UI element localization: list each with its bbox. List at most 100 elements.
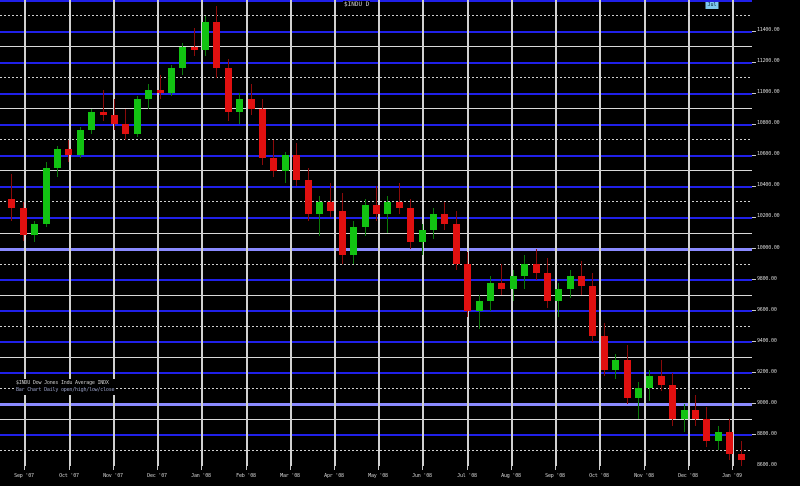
candle[interactable]: [577, 0, 585, 466]
candle[interactable]: [429, 0, 437, 466]
x-axis-tick-label: Sep '07: [14, 473, 34, 479]
y-axis-tick: [752, 434, 756, 435]
gridline-v: [157, 0, 159, 466]
y-axis-tick: [752, 372, 756, 373]
candle[interactable]: [543, 0, 551, 466]
y-axis-tick-label: 10400.00: [757, 182, 780, 189]
candle[interactable]: [326, 0, 334, 466]
candle-body: [76, 130, 84, 156]
candle[interactable]: [258, 0, 266, 466]
candle[interactable]: [395, 0, 403, 466]
candle[interactable]: [588, 0, 596, 466]
candle[interactable]: [178, 0, 186, 466]
price-plot-area[interactable]: [0, 0, 752, 466]
candle-body: [543, 273, 551, 302]
gridline-h: [0, 15, 752, 16]
x-axis[interactable]: Sep '07 Oct '07 Nov '07 Dec '07 Jan '08 Feb '…: [0, 466, 800, 486]
candle[interactable]: [19, 0, 27, 466]
x-axis-tick-label: Jan '08: [191, 473, 211, 479]
candle[interactable]: [30, 0, 38, 466]
y-axis-tick-label: 8600.00: [757, 462, 777, 468]
x-axis-tick: [334, 466, 335, 470]
candle[interactable]: [406, 0, 414, 466]
candle[interactable]: [645, 0, 653, 466]
gridline-v: [246, 0, 248, 466]
candle[interactable]: [7, 0, 15, 466]
x-axis-tick-label: Oct '07: [59, 473, 79, 479]
candle[interactable]: [532, 0, 540, 466]
candle-body: [418, 229, 426, 243]
y-axis-tick-label: 10800.00: [757, 120, 780, 127]
y-axis-tick-label: 9200.00: [757, 368, 777, 375]
candle[interactable]: [349, 0, 357, 466]
candle[interactable]: [315, 0, 323, 466]
candle[interactable]: [623, 0, 631, 466]
candle[interactable]: [657, 0, 665, 466]
candle[interactable]: [281, 0, 289, 466]
candle[interactable]: [566, 0, 574, 466]
candle[interactable]: [702, 0, 710, 466]
candle[interactable]: [634, 0, 642, 466]
candle[interactable]: [87, 0, 95, 466]
candle[interactable]: [110, 0, 118, 466]
candle[interactable]: [440, 0, 448, 466]
candle-body: [395, 201, 403, 209]
candle[interactable]: [53, 0, 61, 466]
candle[interactable]: [497, 0, 505, 466]
candle[interactable]: [235, 0, 243, 466]
gridline-v: [644, 0, 646, 466]
x-axis-last-marker: Jul: [705, 2, 719, 9]
candle-body: [304, 180, 312, 215]
y-axis[interactable]: 11400.00 11200.00 11000.00 10800.00 10600.00…: [752, 0, 800, 468]
gridline-v: [69, 0, 71, 466]
candle[interactable]: [509, 0, 517, 466]
candle[interactable]: [212, 0, 220, 466]
candle[interactable]: [452, 0, 460, 466]
candle[interactable]: [42, 0, 50, 466]
y-axis-tick-label: 11000.00: [757, 89, 780, 96]
y-axis-tick: [752, 248, 756, 249]
candle[interactable]: [691, 0, 699, 466]
y-axis-tick-label: 10600.00: [757, 151, 780, 158]
candle[interactable]: [372, 0, 380, 466]
candle-body: [725, 431, 733, 454]
candle[interactable]: [269, 0, 277, 466]
x-axis-tick: [378, 466, 379, 470]
candle[interactable]: [714, 0, 722, 466]
candle[interactable]: [64, 0, 72, 466]
candle[interactable]: [361, 0, 369, 466]
candle[interactable]: [201, 0, 209, 466]
candle[interactable]: [475, 0, 483, 466]
candle[interactable]: [463, 0, 471, 466]
candle[interactable]: [121, 0, 129, 466]
candle[interactable]: [99, 0, 107, 466]
y-axis-tick: [752, 279, 756, 280]
candle[interactable]: [418, 0, 426, 466]
candle[interactable]: [224, 0, 232, 466]
candle[interactable]: [190, 0, 198, 466]
candle-body: [110, 114, 118, 125]
candle[interactable]: [611, 0, 619, 466]
candle[interactable]: [304, 0, 312, 466]
legend-box: $INDU Dow Jones Indu Average INDX Bar Ch…: [14, 379, 117, 395]
candle[interactable]: [338, 0, 346, 466]
candle[interactable]: [383, 0, 391, 466]
candle[interactable]: [520, 0, 528, 466]
gridline-h: [0, 93, 752, 95]
candle[interactable]: [486, 0, 494, 466]
candle[interactable]: [133, 0, 141, 466]
candle[interactable]: [737, 0, 745, 466]
candle[interactable]: [725, 0, 733, 466]
candle[interactable]: [76, 0, 84, 466]
candle[interactable]: [680, 0, 688, 466]
candle[interactable]: [144, 0, 152, 466]
candle[interactable]: [167, 0, 175, 466]
chart-title: $INDU D: [343, 1, 371, 9]
candle[interactable]: [247, 0, 255, 466]
candle[interactable]: [600, 0, 608, 466]
candle[interactable]: [292, 0, 300, 466]
candle[interactable]: [554, 0, 562, 466]
candle[interactable]: [156, 0, 164, 466]
x-axis-tick: [201, 466, 202, 470]
candle[interactable]: [668, 0, 676, 466]
